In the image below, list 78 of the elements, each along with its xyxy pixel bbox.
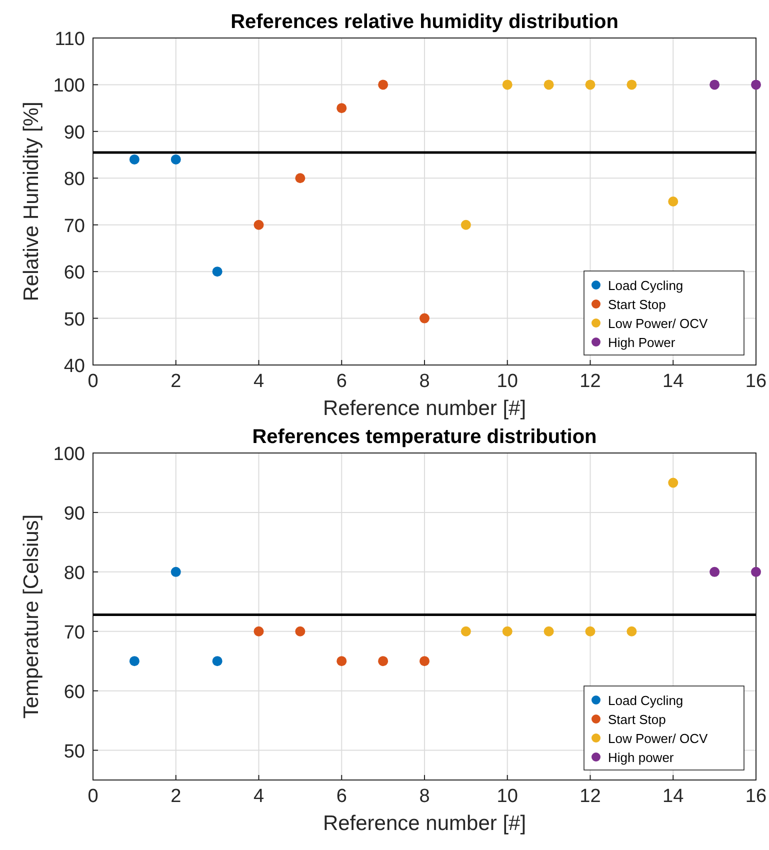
point	[254, 220, 264, 230]
point	[129, 656, 140, 666]
point	[170, 154, 181, 164]
point	[585, 80, 596, 90]
y-axis-title: Temperature [Celsius]	[20, 514, 43, 719]
point	[378, 80, 388, 90]
point	[751, 566, 761, 577]
x-axis-title: Reference number [#]	[322, 812, 526, 835]
x-tick-label: 4	[253, 786, 264, 807]
y-tick-label: 90	[64, 503, 85, 524]
point	[420, 656, 430, 666]
chart-title: References relative humidity distribution	[230, 11, 618, 33]
point	[378, 656, 388, 666]
point	[626, 626, 637, 636]
y-tick-label: 60	[64, 262, 85, 284]
x-tick-label: 0	[88, 786, 98, 807]
x-tick-label: 14	[662, 786, 684, 807]
x-tick-label: 16	[745, 371, 767, 392]
x-tick-label: 8	[419, 786, 430, 807]
point	[420, 313, 430, 324]
x-tick-label: 16	[745, 786, 767, 807]
point	[502, 80, 512, 90]
y-tick-label: 60	[64, 682, 85, 703]
legend-label: Start Stop	[608, 712, 666, 727]
point	[544, 626, 554, 636]
chart-title: References temperature distribution	[252, 426, 597, 448]
y-axis-title: Relative Humidity [%]	[20, 102, 43, 302]
legend-label: Start Stop	[608, 297, 666, 312]
point	[460, 220, 471, 230]
point	[170, 566, 181, 577]
x-tick-label: 4	[253, 371, 264, 392]
x-tick-label: 14	[662, 371, 684, 392]
y-tick-label: 40	[64, 356, 85, 377]
x-tick-label: 2	[170, 371, 182, 392]
x-tick-label: 6	[336, 786, 347, 807]
x-tick-label: 10	[496, 371, 518, 392]
legend-label: Load Cycling	[608, 278, 684, 293]
point	[295, 626, 306, 636]
point	[668, 478, 678, 488]
point	[254, 626, 264, 636]
y-tick-label: 110	[54, 29, 85, 50]
legend-label: High Power	[608, 335, 676, 350]
point	[336, 103, 347, 114]
point	[668, 196, 678, 206]
point	[212, 656, 222, 666]
x-tick-label: 6	[336, 371, 347, 392]
point	[212, 266, 222, 277]
legend-label: High power	[608, 750, 674, 765]
point	[129, 154, 140, 164]
x-tick-label: 2	[170, 786, 182, 807]
y-tick-label: 70	[64, 216, 85, 237]
x-axis-title: Reference number [#]	[322, 397, 526, 420]
x-tick-label: 0	[88, 371, 98, 392]
point	[585, 626, 596, 636]
y-tick-label: 50	[64, 309, 85, 330]
point	[295, 173, 306, 184]
y-tick-label: 80	[64, 562, 85, 584]
legend-label: Low Power/ OCV	[608, 731, 708, 746]
y-tick-label: 90	[64, 122, 85, 144]
x-tick-label: 10	[496, 786, 518, 807]
y-tick-label: 50	[64, 741, 85, 762]
y-tick-label: 100	[53, 444, 85, 465]
point	[710, 566, 720, 577]
x-tick-label: 12	[580, 371, 601, 392]
y-tick-label: 80	[64, 169, 85, 190]
point	[626, 80, 637, 90]
point	[751, 80, 761, 90]
point	[710, 80, 720, 90]
legend-label: Low Power/ OCV	[608, 316, 708, 331]
y-tick-label: 100	[53, 76, 85, 97]
point	[336, 656, 347, 666]
legend-label: Load Cycling	[608, 693, 684, 708]
point	[544, 80, 554, 90]
point	[460, 626, 471, 636]
x-tick-label: 12	[580, 786, 601, 807]
x-tick-label: 8	[419, 371, 430, 392]
point	[502, 626, 512, 636]
y-tick-label: 70	[64, 622, 85, 644]
